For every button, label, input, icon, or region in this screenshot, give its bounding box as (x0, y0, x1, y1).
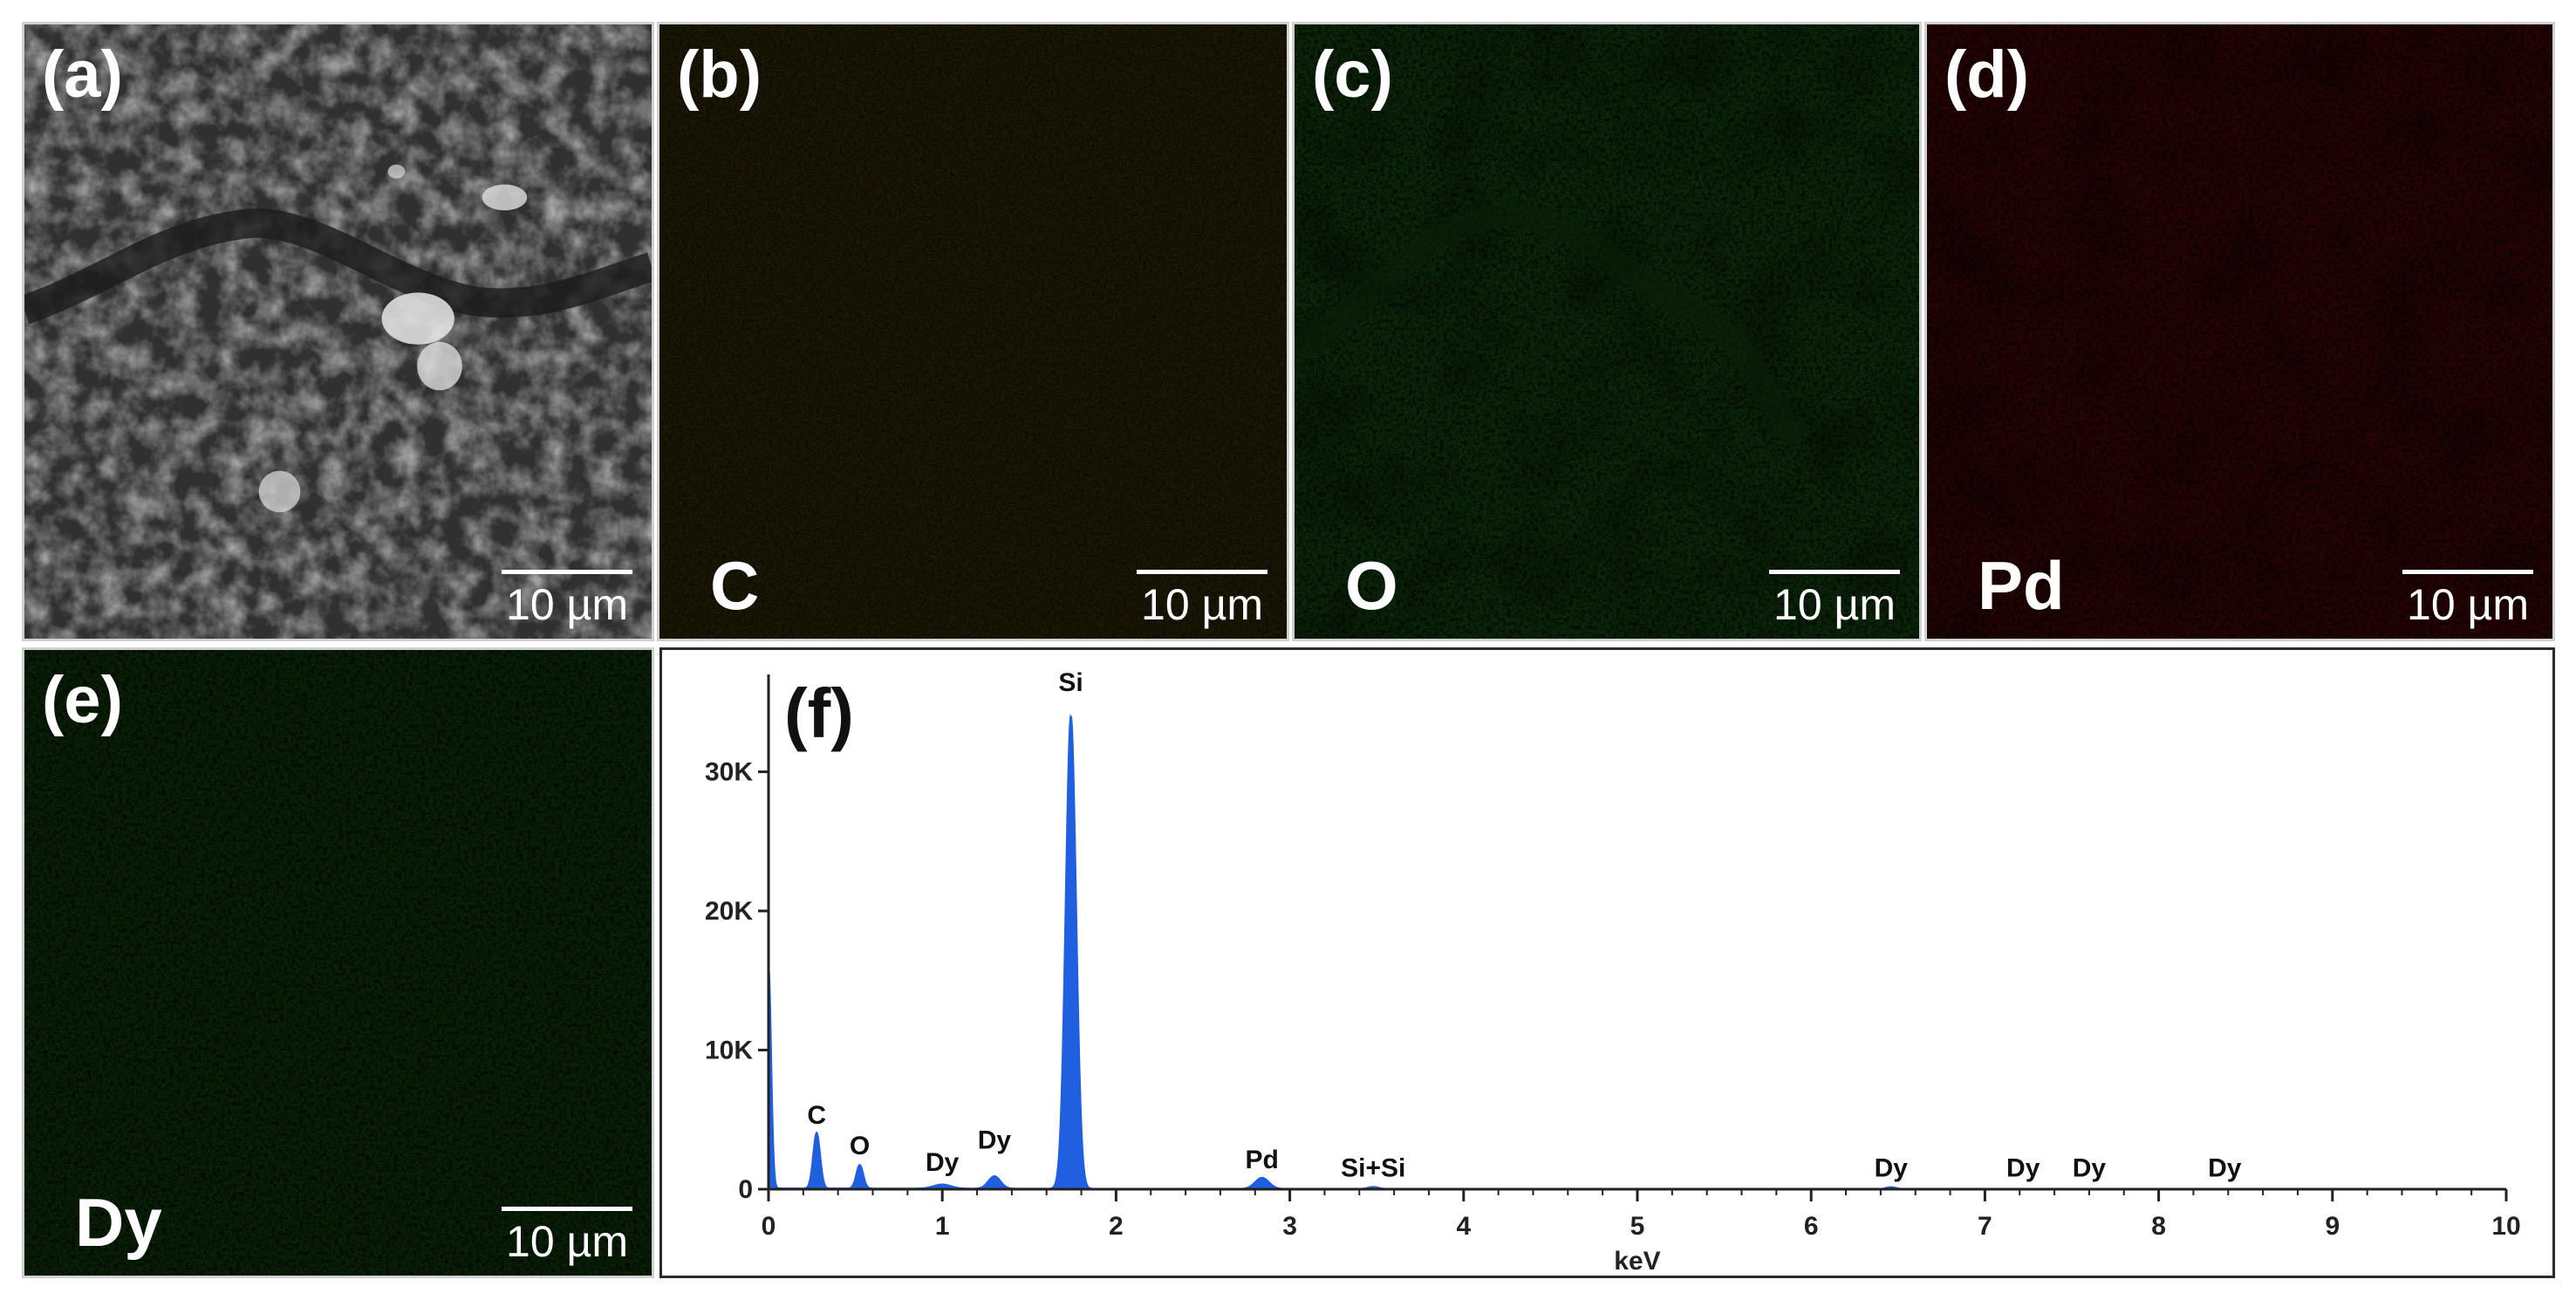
y-tick-label: 30K (705, 758, 753, 787)
peak-label: Pd (1246, 1146, 1279, 1174)
scale-bar: 10 µm (2402, 570, 2533, 626)
x-tick-label: 4 (1456, 1212, 1471, 1241)
scale-bar-label: 10 µm (506, 580, 628, 629)
peak-label: Dy (2073, 1154, 2107, 1183)
scale-bar-line (1769, 570, 1900, 574)
scale-bar-line (2402, 570, 2533, 574)
panel-label-a: (a) (42, 38, 123, 112)
scale-bar: 10 µm (1769, 570, 1900, 626)
scale-bar-line (1137, 570, 1268, 574)
peak-label: C (807, 1101, 826, 1130)
x-tick-label: 10 (2491, 1212, 2520, 1241)
y-tick-label: 10K (705, 1037, 753, 1065)
scale-bar-label: 10 µm (506, 1217, 628, 1266)
x-tick-label: 8 (2151, 1212, 2166, 1241)
scale-bar-label: 10 µm (2407, 580, 2529, 629)
peak-label: Dy (978, 1126, 1012, 1155)
dysprosium-map (24, 650, 652, 1276)
x-tick-label: 3 (1282, 1212, 1297, 1241)
x-tick-label: 1 (935, 1212, 950, 1241)
x-tick-label: 6 (1804, 1212, 1819, 1241)
scale-bar-line (502, 570, 632, 574)
peak-label: Dy (1875, 1154, 1909, 1183)
element-label-pd: Pd (1978, 547, 2065, 624)
peak-label: O (850, 1132, 870, 1160)
element-label-c: C (710, 547, 760, 624)
scale-bar: 10 µm (502, 1207, 632, 1263)
peak-label: Si+Si (1341, 1154, 1405, 1183)
panel-label-e: (e) (42, 663, 123, 737)
element-label-dy: Dy (75, 1184, 162, 1261)
edx-spectrum-panel: 0 10K 20K 30K 0 1 2 3 4 5 6 7 8 9 10 keV C O Dy Dy Si Pd Si+Si… (659, 647, 2555, 1278)
carbon-map-panel: (b) C 10 µm (657, 22, 1289, 641)
palladium-map (1927, 24, 2552, 639)
x-tick-label: 7 (1978, 1212, 1992, 1241)
peak-label: Dy (926, 1148, 960, 1177)
oxygen-map-panel: (c) O 10 µm (1292, 22, 1922, 641)
edx-spectrum-chart: 0 10K 20K 30K 0 1 2 3 4 5 6 7 8 9 10 keV CO Dy Dy Si Pd Si+Si… (705, 668, 2521, 1276)
sem-image-panel: (a) 10 µm (22, 22, 654, 641)
scale-bar: 10 µm (1137, 570, 1268, 626)
y-tick-label: 20K (705, 897, 753, 926)
x-tick-label: 5 (1630, 1212, 1645, 1241)
scale-bar-label: 10 µm (1773, 580, 1896, 629)
sem-image (24, 24, 652, 639)
y-tick-label: 0 (738, 1175, 753, 1204)
scale-bar-label: 10 µm (1141, 580, 1263, 629)
x-tick-label: 9 (2325, 1212, 2340, 1241)
spectrum-series (768, 714, 2506, 1190)
element-label-o: O (1345, 547, 1398, 624)
carbon-map (659, 24, 1287, 639)
peak-label: Dy (2208, 1154, 2242, 1183)
dysprosium-map-panel: (e) Dy 10 µm (22, 647, 654, 1278)
x-tick-label: 2 (1109, 1212, 1124, 1241)
peak-label: Dy (2006, 1154, 2040, 1183)
panel-label-f: (f) (784, 674, 854, 752)
panel-label-d: (d) (1944, 38, 2030, 112)
scale-bar-line (502, 1207, 632, 1211)
palladium-map-panel: (d) Pd 10 µm (1924, 22, 2555, 641)
panel-label-b: (b) (677, 38, 762, 112)
peak-label: Si (1058, 668, 1083, 697)
x-tick-label: 0 (762, 1212, 776, 1241)
panel-label-c: (c) (1312, 38, 1393, 112)
oxygen-map (1295, 24, 1919, 639)
x-axis-label: keV (1614, 1247, 1660, 1276)
scale-bar: 10 µm (502, 570, 632, 626)
